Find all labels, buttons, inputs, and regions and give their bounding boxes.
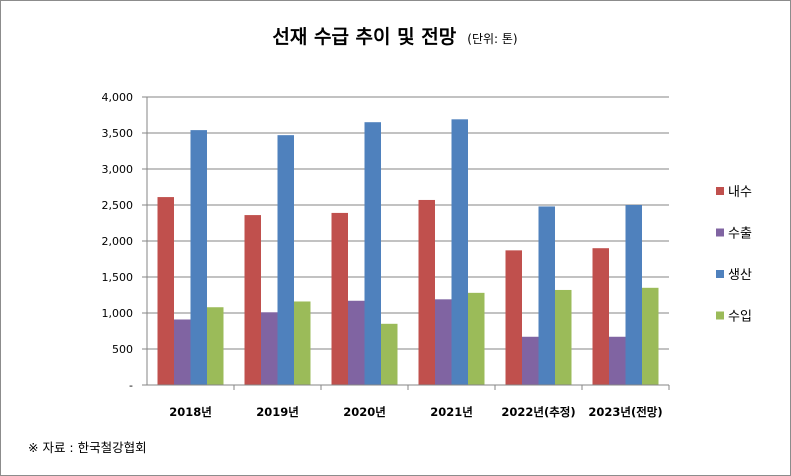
bar-생산 [277,135,294,385]
y-tick-label: 2,000 [102,235,134,248]
bar-수입 [294,301,311,385]
bar-수입 [642,287,659,385]
legend-label: 수출 [728,227,752,242]
legend-swatch [716,228,724,237]
bar-수출 [435,299,452,385]
chart-title: 선재 수급 추이 및 전망 (단위: 톤) [272,26,517,48]
bar-내수 [157,197,174,385]
bar-생산 [451,119,468,385]
bar-내수 [505,250,522,385]
bar-수입 [381,323,398,385]
y-tick-label: 4,000 [102,91,134,104]
x-tick-label: 2020년 [343,405,386,419]
y-tick-label: 2,500 [102,199,134,212]
bar-내수 [418,199,435,385]
bar-수출 [609,336,626,385]
bar-수입 [468,292,485,385]
x-tick-label: 2023년(전망) [588,405,662,419]
bar-수출 [522,336,539,385]
bar-수출 [261,312,278,385]
y-tick-label: 3,500 [102,127,134,140]
chart-title-main: 선재 수급 추이 및 전망 [272,26,456,48]
bar-수출 [348,300,365,385]
y-tick-label: 3,000 [102,163,134,176]
bar-생산 [190,130,207,385]
legend-swatch [716,270,724,278]
y-tick-label: 1,000 [102,307,134,320]
y-axis-ticks: - 500 1,000 1,500 2,000 2,500 3,000 3,500 4,000 [102,91,147,392]
x-tick-label: 2019년 [256,405,299,419]
legend-swatch [716,187,724,195]
bar-수출 [174,319,191,385]
gridlines [147,96,669,350]
legend-label: 생산 [728,268,752,283]
x-tick-label: 2021년 [430,405,473,419]
x-tick-label: 2022년(추정) [501,405,575,419]
bar-수입 [555,289,572,385]
y-tick-label: - [129,379,133,392]
bars [157,119,659,385]
y-tick-label: 500 [112,343,133,356]
chart-unit-label: (단위: 톤) [467,32,517,46]
bar-생산 [364,122,381,385]
bar-내수 [244,215,261,385]
bar-내수 [331,212,348,385]
legend-label: 수입 [728,310,752,325]
bar-수입 [207,307,224,385]
legend-swatch [716,311,724,320]
bar-생산 [538,206,555,385]
bar-내수 [592,248,609,385]
x-tick-label: 2018년 [169,405,212,419]
bar-생산 [625,205,642,385]
x-axis-ticks: 2018년 2019년 2020년 2021년 2022년(추정) 2023년(전망) [169,385,670,419]
y-tick-label: 1,500 [102,271,134,284]
legend-label: 내수 [728,185,752,200]
source-note: ※ 자료 : 한국철강협회 [28,440,147,455]
